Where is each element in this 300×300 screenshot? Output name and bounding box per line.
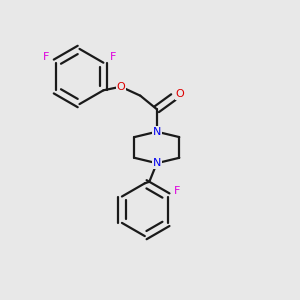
Text: F: F bbox=[43, 52, 49, 62]
Text: F: F bbox=[174, 186, 181, 196]
Text: O: O bbox=[176, 89, 184, 99]
Text: O: O bbox=[116, 82, 125, 92]
Text: F: F bbox=[110, 52, 116, 62]
Text: N: N bbox=[153, 158, 161, 168]
Text: N: N bbox=[153, 127, 161, 137]
